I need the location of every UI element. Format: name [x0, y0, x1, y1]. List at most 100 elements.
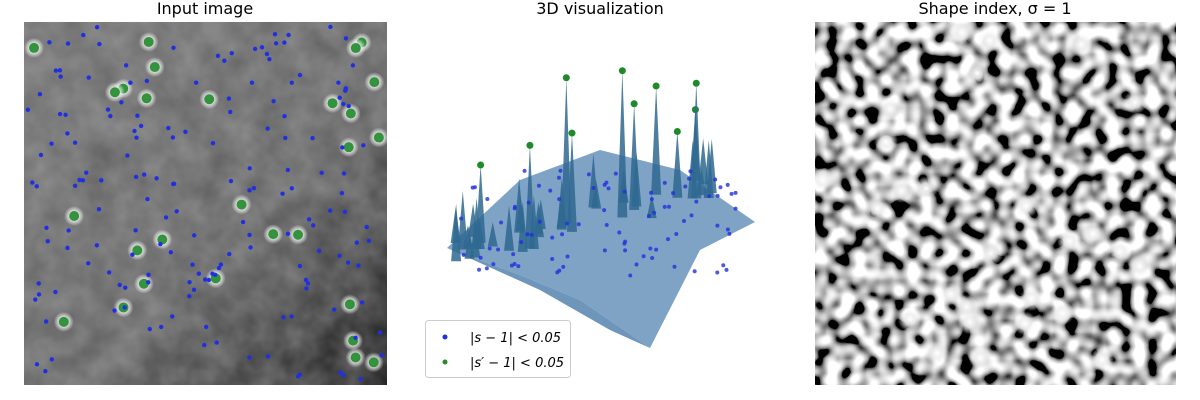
blue-point [303, 277, 309, 283]
blue-point [141, 172, 147, 177]
blue-point [628, 273, 633, 278]
blue-point [210, 140, 216, 146]
blue-point [204, 324, 209, 330]
blue-point [461, 252, 466, 257]
surface-shade [447, 248, 650, 348]
green-point [210, 273, 221, 284]
blue-point [106, 270, 112, 275]
green-point [568, 129, 576, 137]
bright-spot [979, 241, 1004, 266]
blue-point [617, 230, 622, 235]
blue-point [84, 170, 89, 175]
blue-point [310, 135, 315, 141]
blue-point [43, 319, 49, 324]
blue-point [650, 256, 655, 261]
blue-point [648, 246, 653, 251]
blue-point [536, 183, 541, 188]
blue-point [364, 224, 369, 230]
blue-point [65, 131, 70, 136]
blue-point [265, 354, 271, 359]
legend-marker [442, 334, 448, 340]
blue-point [707, 194, 712, 199]
green-point [343, 142, 354, 153]
green-point [268, 229, 279, 240]
blue-point [654, 247, 659, 252]
blue-point [226, 96, 232, 101]
blue-point [715, 270, 720, 275]
blue-point [267, 56, 272, 62]
blue-point [341, 372, 346, 378]
blue-point [666, 237, 671, 242]
blue-point [53, 289, 58, 295]
blue-point [183, 129, 188, 134]
blue-point [519, 240, 524, 245]
blue-point [228, 178, 234, 184]
blue-point [561, 264, 566, 269]
spike [457, 190, 468, 250]
green-point [652, 82, 660, 90]
spike [651, 85, 662, 195]
blue-point [306, 217, 312, 222]
blue-point [311, 223, 316, 228]
blue-point [557, 268, 562, 273]
spike [464, 231, 475, 259]
blue-point [97, 41, 102, 47]
blue-point [343, 36, 349, 41]
input-image [24, 22, 387, 385]
blue-point [682, 218, 687, 223]
blue-point [350, 63, 356, 68]
blue-point [43, 368, 48, 374]
spike [468, 203, 479, 237]
blue-point [725, 182, 730, 187]
spike [504, 205, 515, 251]
blue-point [511, 252, 516, 257]
bright-spot [968, 346, 993, 371]
blue-point [215, 53, 221, 59]
blue-point [361, 143, 366, 148]
blue-point [77, 177, 82, 183]
blue-point [216, 265, 222, 271]
blue-point [550, 235, 555, 240]
blue-point [252, 46, 258, 52]
blue-point [282, 40, 287, 45]
spike [696, 168, 707, 196]
blue-point [240, 219, 246, 225]
blue-point [649, 197, 654, 202]
legend-label: |s − 1| < 0.05 [470, 331, 561, 346]
blue-point [305, 281, 311, 286]
blue-point [133, 228, 138, 233]
blue-point [146, 272, 151, 278]
blue-point [285, 231, 291, 237]
blue-point [487, 246, 492, 251]
surface [447, 150, 755, 348]
blue-point [316, 248, 322, 254]
blue-point [516, 264, 521, 269]
blue-point [273, 41, 279, 46]
bright-spot [1090, 347, 1115, 372]
blue-point [721, 263, 726, 268]
blue-point [647, 213, 652, 218]
blue-point [57, 68, 63, 73]
blue-point [196, 271, 202, 276]
blue-point [526, 200, 531, 205]
blue-point [168, 250, 174, 255]
blue-point [727, 231, 732, 236]
blue-point [692, 269, 697, 274]
blue-point [190, 262, 195, 267]
blue-point [65, 41, 71, 46]
green-point [562, 74, 570, 82]
blue-point [565, 221, 570, 226]
blue-point [171, 181, 177, 187]
blue-point [248, 245, 253, 250]
blue-point [340, 145, 345, 150]
green-point [692, 79, 700, 87]
blue-point [130, 252, 135, 257]
spike [533, 202, 544, 235]
blue-point [108, 113, 113, 119]
blue-point [289, 314, 294, 319]
spike [561, 77, 572, 224]
blue-point [30, 180, 35, 185]
blue-point [25, 107, 31, 112]
blue-point [251, 185, 257, 191]
blue-point [565, 254, 570, 259]
